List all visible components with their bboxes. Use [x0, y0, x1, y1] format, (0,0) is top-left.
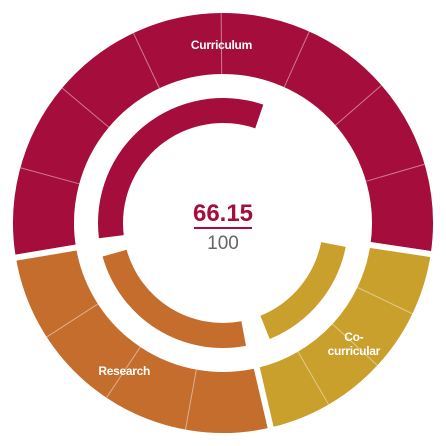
subdivision: [365, 163, 425, 182]
progress-arc: [102, 249, 246, 348]
outer-sector: [9, 243, 275, 439]
subdivision: [106, 346, 141, 398]
subdivision: [20, 167, 80, 185]
segment-label: Curriculum: [190, 38, 252, 52]
segment-label: Co-curricular: [327, 329, 381, 358]
subdivision: [357, 286, 413, 315]
score-max: 100: [207, 233, 239, 254]
subdivision: [297, 351, 330, 405]
segment-label: Research: [98, 364, 151, 379]
subdivision: [132, 32, 160, 89]
subdivision: [61, 87, 110, 128]
subdivision: [335, 84, 382, 126]
progress-arc: [98, 98, 264, 239]
subdivision: [184, 369, 197, 430]
subdivision: [332, 323, 378, 366]
subdivision: [283, 31, 310, 88]
subdivision: [220, 13, 223, 75]
subdivision: [46, 303, 99, 338]
progress-arc: [260, 242, 346, 339]
score: 66.15: [193, 200, 253, 227]
outer-sector: [7, 7, 439, 262]
